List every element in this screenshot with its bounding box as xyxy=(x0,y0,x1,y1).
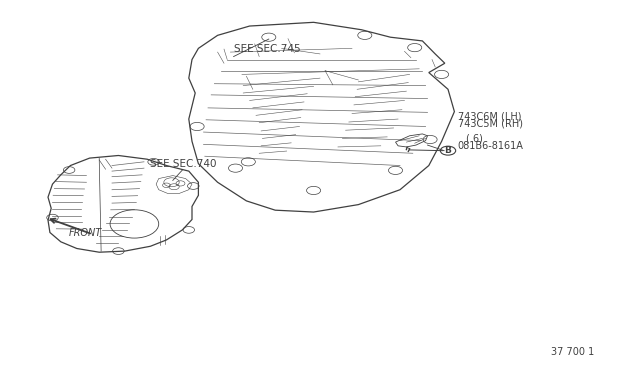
Text: FRONT: FRONT xyxy=(69,228,102,238)
Text: 743C5M (RH): 743C5M (RH) xyxy=(458,118,523,128)
Text: ( 6): ( 6) xyxy=(466,133,483,143)
Text: SEE SEC.740: SEE SEC.740 xyxy=(150,159,217,169)
Text: B: B xyxy=(445,146,451,155)
Text: 743C6M (LH): 743C6M (LH) xyxy=(458,112,521,122)
Text: 081B6-8161A: 081B6-8161A xyxy=(458,141,524,151)
Text: 37 700 1: 37 700 1 xyxy=(551,347,595,356)
Text: SEE SEC.745: SEE SEC.745 xyxy=(234,44,300,54)
